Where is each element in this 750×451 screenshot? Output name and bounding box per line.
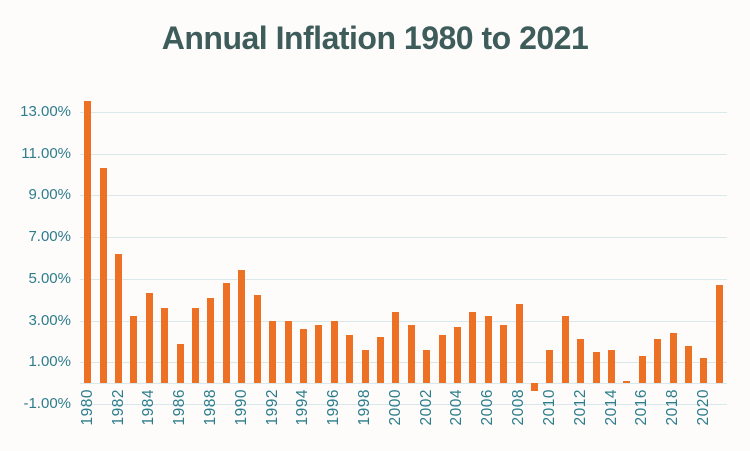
bar — [130, 316, 138, 384]
y-axis-tick-label: 9.00% — [28, 186, 71, 204]
bar — [376, 337, 384, 384]
x-axis-tick-label: 2006 — [479, 389, 497, 426]
bar — [423, 349, 431, 384]
gridline — [80, 320, 727, 322]
bar — [84, 101, 92, 384]
x-axis-tick-label: 2018 — [664, 389, 682, 426]
x-axis-tick-label: 1992 — [263, 389, 281, 426]
x-axis-tick-label: 2020 — [694, 389, 712, 426]
bar — [407, 324, 415, 384]
bar — [715, 285, 723, 384]
bar — [392, 312, 400, 384]
bar — [469, 312, 477, 384]
bar — [161, 308, 169, 384]
y-axis-tick-label: 5.00% — [28, 269, 71, 287]
y-axis-tick-label: -1.00% — [23, 395, 71, 412]
x-axis-tick-label: 1994 — [294, 389, 312, 426]
x-axis-tick-label: 1988 — [201, 389, 219, 426]
bar — [654, 339, 662, 384]
bar — [269, 320, 277, 384]
bar — [99, 168, 107, 384]
x-axis-tick-label: 1998 — [356, 389, 373, 426]
bar — [500, 324, 508, 384]
bar — [453, 326, 461, 384]
x-axis-tick-label: 1990 — [232, 389, 250, 426]
bar — [192, 308, 199, 384]
bar — [222, 282, 230, 384]
gridline — [80, 111, 727, 113]
gridline — [80, 237, 727, 238]
bar — [299, 328, 307, 384]
y-axis-tick-label: 1.00% — [28, 353, 71, 371]
x-axis-tick-label: 2000 — [386, 389, 404, 426]
x-axis-line — [80, 383, 727, 385]
bar — [700, 358, 708, 384]
gridline — [80, 362, 727, 364]
gridline — [80, 195, 727, 197]
bar — [530, 383, 538, 392]
gridline — [80, 153, 727, 155]
bar — [546, 349, 554, 384]
bar — [592, 351, 600, 384]
bar — [561, 316, 569, 384]
x-axis-tick-label: 2002 — [417, 389, 435, 426]
bar — [315, 324, 323, 384]
bar — [438, 335, 446, 384]
gridline — [80, 278, 727, 280]
bar — [515, 303, 523, 384]
gridline — [80, 404, 727, 405]
chart-title: Annual Inflation 1980 to 2021 — [161, 20, 589, 56]
bar — [284, 320, 292, 384]
bar — [623, 381, 631, 384]
x-axis-tick-label: 2008 — [510, 389, 527, 426]
x-axis-tick-label: 1984 — [140, 389, 158, 426]
x-axis-tick-label: 2014 — [602, 389, 620, 426]
x-axis-tick-label: 2010 — [540, 389, 558, 426]
bar — [638, 356, 646, 384]
bar — [253, 295, 261, 384]
bar — [346, 335, 354, 384]
y-axis-tick-label: 3.00% — [28, 311, 71, 329]
x-axis-tick-label: 1996 — [325, 389, 343, 426]
x-axis-tick-label: 2012 — [571, 389, 589, 426]
bar — [115, 253, 122, 384]
x-axis-tick-label: 1980 — [78, 389, 96, 426]
bar — [207, 297, 215, 384]
bar — [685, 345, 692, 384]
x-axis-tick-label: 1982 — [109, 389, 127, 426]
bar — [608, 349, 615, 384]
x-axis-tick-label: 2004 — [448, 389, 466, 426]
y-axis-tick-label: 7.00% — [28, 228, 71, 245]
x-axis-tick-label: 1986 — [171, 389, 189, 426]
bar — [330, 320, 338, 384]
y-axis-tick-label: 13.00% — [20, 102, 71, 120]
y-axis-tick-label: 11.00% — [21, 144, 71, 162]
bar — [361, 349, 369, 384]
bar — [176, 343, 184, 384]
bar — [669, 333, 677, 384]
bar — [484, 316, 492, 384]
x-axis-tick-label: 2016 — [633, 389, 651, 426]
bar — [577, 339, 585, 384]
bar — [238, 270, 246, 384]
bar — [145, 293, 153, 384]
